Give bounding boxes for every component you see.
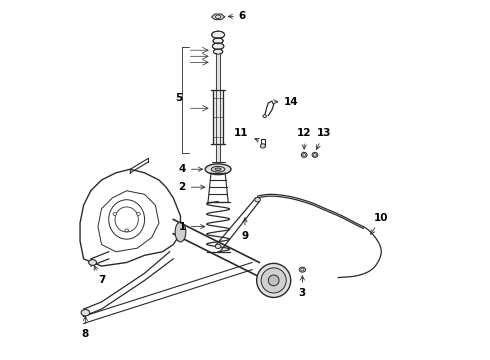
Ellipse shape bbox=[175, 222, 186, 242]
Text: 1: 1 bbox=[179, 222, 205, 231]
Text: 9: 9 bbox=[242, 218, 248, 240]
Text: 5: 5 bbox=[175, 93, 182, 103]
Ellipse shape bbox=[125, 229, 128, 232]
Text: 12: 12 bbox=[297, 129, 312, 149]
Text: 4: 4 bbox=[178, 164, 202, 174]
Ellipse shape bbox=[205, 164, 231, 175]
Text: 3: 3 bbox=[299, 276, 306, 298]
Polygon shape bbox=[212, 14, 224, 20]
Text: 13: 13 bbox=[317, 129, 331, 149]
Ellipse shape bbox=[257, 264, 291, 297]
Text: 8: 8 bbox=[82, 316, 89, 339]
Ellipse shape bbox=[269, 275, 279, 286]
Ellipse shape bbox=[314, 154, 317, 156]
Ellipse shape bbox=[299, 267, 306, 272]
Text: 14: 14 bbox=[273, 97, 299, 107]
Ellipse shape bbox=[137, 212, 140, 215]
Text: 2: 2 bbox=[179, 182, 205, 192]
Ellipse shape bbox=[301, 152, 307, 157]
Ellipse shape bbox=[255, 198, 260, 202]
Ellipse shape bbox=[301, 269, 304, 271]
Ellipse shape bbox=[261, 268, 286, 293]
Text: 11: 11 bbox=[234, 129, 260, 142]
Text: 10: 10 bbox=[371, 213, 389, 234]
Ellipse shape bbox=[81, 310, 90, 316]
Text: 6: 6 bbox=[228, 12, 246, 22]
Ellipse shape bbox=[213, 38, 223, 44]
Text: 7: 7 bbox=[94, 266, 105, 285]
Ellipse shape bbox=[113, 212, 117, 215]
Ellipse shape bbox=[214, 49, 223, 54]
Ellipse shape bbox=[212, 31, 224, 39]
Ellipse shape bbox=[215, 168, 221, 171]
Ellipse shape bbox=[211, 166, 225, 172]
Ellipse shape bbox=[263, 115, 267, 118]
Ellipse shape bbox=[312, 152, 318, 157]
Ellipse shape bbox=[303, 154, 306, 156]
Ellipse shape bbox=[212, 43, 224, 49]
Ellipse shape bbox=[89, 260, 97, 265]
Ellipse shape bbox=[260, 144, 266, 148]
Ellipse shape bbox=[215, 244, 221, 248]
